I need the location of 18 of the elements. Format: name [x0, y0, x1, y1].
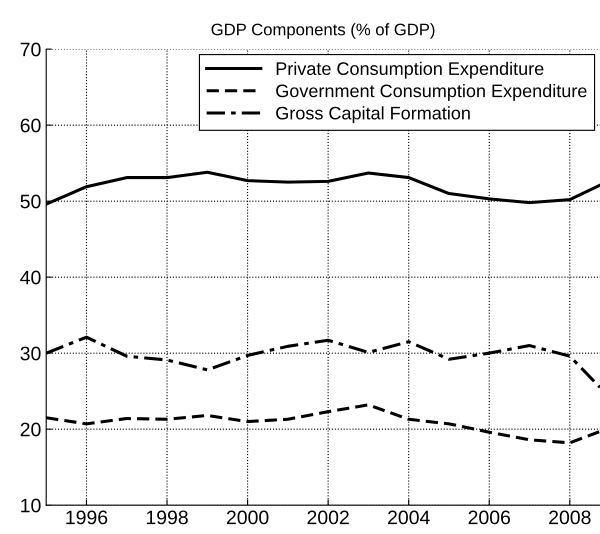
x-tick-label: 2004 [388, 510, 430, 524]
x-tick-label: 2008 [549, 510, 591, 524]
y-tick-label: 40 [20, 270, 41, 284]
x-tick-label: 1998 [146, 510, 188, 524]
x-tick-label: 1996 [66, 510, 108, 524]
y-tick-label: 50 [20, 194, 41, 208]
y-tick-label: 60 [20, 118, 41, 132]
chart-title: GDP Components (% of GDP) [212, 23, 434, 39]
x-tick-label: 2006 [468, 510, 510, 524]
legend-label: Private Consumption Expenditure [276, 62, 544, 79]
x-tick-label: 2002 [307, 510, 349, 524]
y-tick-label: 20 [20, 422, 41, 436]
y-tick-label: 10 [21, 498, 41, 512]
y-tick-label: 30 [20, 346, 41, 360]
legend-label: Government Consumption Expenditure [276, 84, 587, 101]
y-tick-label: 70 [20, 42, 41, 56]
legend-label: Gross Capital Formation [276, 106, 470, 124]
x-tick-label: 2000 [226, 510, 268, 524]
